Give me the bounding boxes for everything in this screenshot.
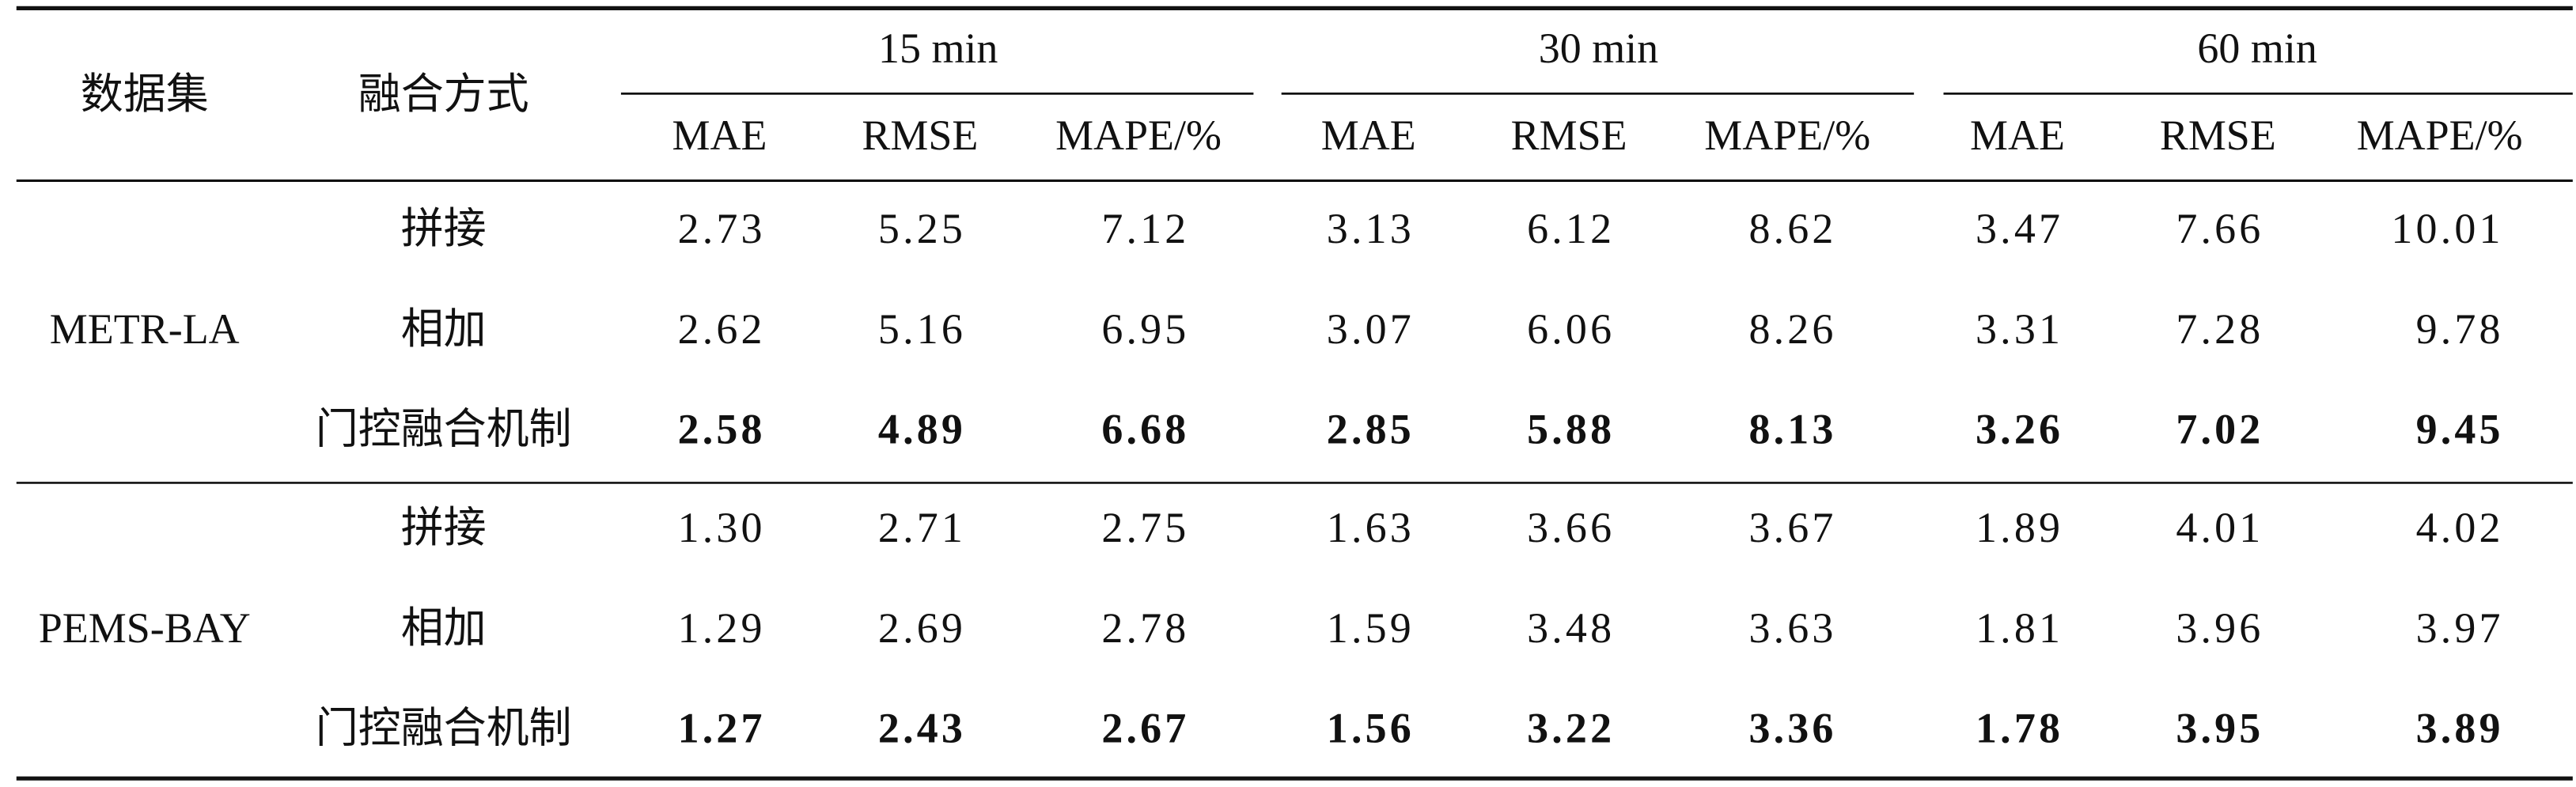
metric-value: 1.59 (1327, 604, 1415, 652)
dataset-label: METR-LA (50, 305, 240, 353)
metric-header: RMSE (862, 112, 978, 159)
metric-value: 6.68 (1101, 406, 1189, 453)
horizon-header: 30 min (1539, 25, 1658, 72)
metric-value: 2.67 (1101, 704, 1189, 751)
metric-value: 4.89 (878, 406, 966, 453)
header-dataset: 数据集 (81, 70, 209, 118)
method-label: 拼接 (401, 205, 487, 252)
horizon-header: 60 min (2197, 25, 2317, 72)
metric-value: 5.88 (1527, 406, 1615, 453)
metric-header: RMSE (2160, 112, 2276, 159)
metric-value: 5.25 (878, 205, 966, 252)
metric-value: 1.56 (1327, 704, 1415, 751)
metric-value: 3.96 (2176, 604, 2263, 652)
metric-value: 3.95 (2176, 704, 2263, 751)
dataset-label: PEMS-BAY (39, 604, 251, 652)
metric-value: 10.01 (2391, 205, 2503, 252)
metric-value: 8.62 (1748, 205, 1836, 252)
metric-value: 2.62 (678, 305, 766, 353)
metric-value: 3.31 (1976, 305, 2063, 353)
metric-value: 5.16 (878, 305, 966, 353)
metric-value: 3.07 (1327, 305, 1415, 353)
metric-value: 3.36 (1748, 704, 1836, 751)
metric-value: 2.85 (1327, 406, 1415, 453)
method-label: 门控融合机制 (316, 406, 572, 453)
metric-value: 3.48 (1527, 604, 1615, 652)
metric-value: 7.66 (2176, 205, 2263, 252)
metric-value: 7.12 (1101, 205, 1189, 252)
metric-value: 6.06 (1527, 305, 1615, 353)
metric-value: 2.58 (678, 406, 766, 453)
metric-header: RMSE (1511, 112, 1627, 159)
metric-header: MAPE/% (1055, 112, 1222, 159)
metric-value: 2.75 (1101, 504, 1189, 551)
metric-header: MAE (1970, 112, 2065, 159)
metric-value: 7.02 (2176, 406, 2263, 453)
metric-value: 1.27 (678, 704, 766, 751)
metric-value: 1.29 (678, 604, 766, 652)
metric-value: 3.63 (1748, 604, 1836, 652)
metric-value: 3.67 (1748, 504, 1836, 551)
metric-value: 3.26 (1976, 406, 2063, 453)
metric-value: 6.95 (1101, 305, 1189, 353)
metric-value: 4.01 (2176, 504, 2263, 551)
metric-value: 6.12 (1527, 205, 1615, 252)
metric-value: 8.26 (1748, 305, 1836, 353)
horizon-header: 15 min (878, 25, 998, 72)
metric-value: 9.45 (2416, 406, 2504, 453)
metric-value: 1.89 (1976, 504, 2063, 551)
metric-value: 8.13 (1748, 406, 1836, 453)
header-method: 融合方式 (358, 70, 529, 118)
metric-value: 9.78 (2416, 305, 2504, 353)
metric-value: 2.73 (678, 205, 766, 252)
metric-value: 2.78 (1101, 604, 1189, 652)
metric-value: 1.30 (678, 504, 766, 551)
metric-header: MAPE/% (1704, 112, 1870, 159)
metric-value: 3.66 (1527, 504, 1615, 551)
metric-value: 1.63 (1327, 504, 1415, 551)
method-label: 门控融合机制 (316, 704, 572, 751)
metric-value: 2.43 (878, 704, 966, 751)
metric-value: 7.28 (2176, 305, 2263, 353)
metric-value: 4.02 (2416, 504, 2504, 551)
method-label: 相加 (401, 305, 487, 353)
method-label: 拼接 (401, 504, 487, 551)
metric-value: 3.22 (1527, 704, 1615, 751)
metric-header: MAE (1321, 112, 1416, 159)
metric-value: 3.13 (1327, 205, 1415, 252)
metric-value: 3.89 (2416, 704, 2504, 751)
metric-value: 1.78 (1976, 704, 2063, 751)
metric-value: 3.47 (1976, 205, 2063, 252)
metric-header: MAPE/% (2357, 112, 2523, 159)
metric-value: 1.81 (1976, 604, 2063, 652)
metric-header: MAE (672, 112, 767, 159)
metric-value: 2.71 (878, 504, 966, 551)
metric-value: 3.97 (2416, 604, 2504, 652)
metric-value: 2.69 (878, 604, 966, 652)
method-label: 相加 (401, 604, 487, 652)
